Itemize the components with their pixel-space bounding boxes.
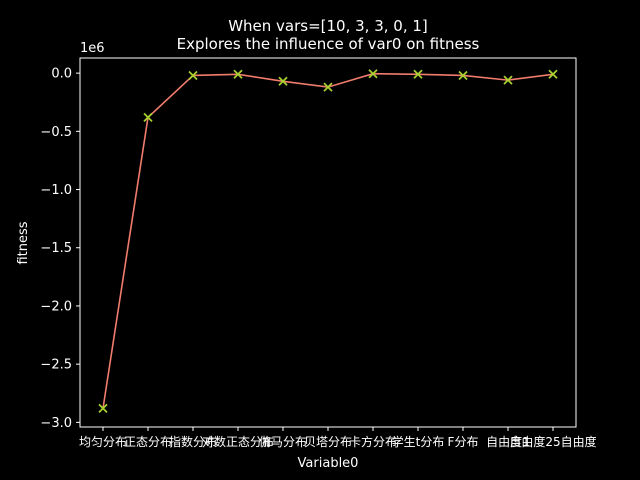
y-tick-label: −2.5 bbox=[40, 358, 72, 373]
x-tick-label: 正态分布 bbox=[124, 435, 172, 449]
data-point-marker bbox=[143, 112, 153, 123]
series-line bbox=[102, 72, 554, 409]
data-point-marker bbox=[458, 70, 468, 81]
x-tick-label: 自由度1 bbox=[486, 434, 530, 449]
data-point-marker bbox=[188, 70, 198, 81]
y-axis-label: fitness bbox=[16, 221, 31, 264]
y-tick-label: −1.5 bbox=[40, 241, 72, 256]
x-tick-label: 学生t分布 bbox=[392, 434, 445, 449]
data-point-marker bbox=[233, 69, 243, 79]
data-point-marker bbox=[503, 75, 513, 85]
y-tick-label: −2.0 bbox=[40, 299, 72, 314]
data-point-marker bbox=[98, 403, 108, 414]
y-tick-label: −0.5 bbox=[40, 125, 72, 140]
chart-subtitle: Explores the influence of var0 on fitnes… bbox=[177, 35, 480, 53]
y-scale-label: 1e6 bbox=[80, 41, 105, 56]
chart-title: When vars=[10, 3, 3, 0, 1] bbox=[228, 17, 428, 35]
x-axis-label: Variable0 bbox=[298, 456, 359, 471]
y-tick-label: 0.0 bbox=[51, 67, 72, 82]
x-tick-label: 自由度25自由度 bbox=[509, 434, 596, 449]
x-tick-label: 对数正态分布 bbox=[202, 434, 274, 449]
y-tick-label: −1.0 bbox=[40, 183, 72, 198]
x-tick-label: 卡方分布 bbox=[349, 434, 397, 449]
x-tick-label: 均匀分布 bbox=[79, 435, 127, 449]
data-point-marker bbox=[368, 69, 378, 79]
x-tick-label: F分布 bbox=[448, 435, 479, 449]
y-axis: 0.0 −0.5 −1.0 −1.5 −2.0 −2.5 −3.0 bbox=[40, 67, 80, 431]
data-point-marker bbox=[278, 76, 288, 86]
data-point-marker bbox=[413, 69, 423, 79]
x-tick-label: 贝塔分布 bbox=[304, 435, 352, 449]
y-tick-label: −3.0 bbox=[40, 416, 72, 431]
data-point-marker bbox=[323, 82, 333, 92]
x-tick-label: 指数分布 bbox=[169, 434, 217, 449]
x-tick-label: 伽马分布 bbox=[259, 434, 307, 449]
data-series bbox=[98, 69, 558, 414]
data-point-marker bbox=[548, 69, 558, 79]
plot-frame bbox=[79, 57, 577, 428]
